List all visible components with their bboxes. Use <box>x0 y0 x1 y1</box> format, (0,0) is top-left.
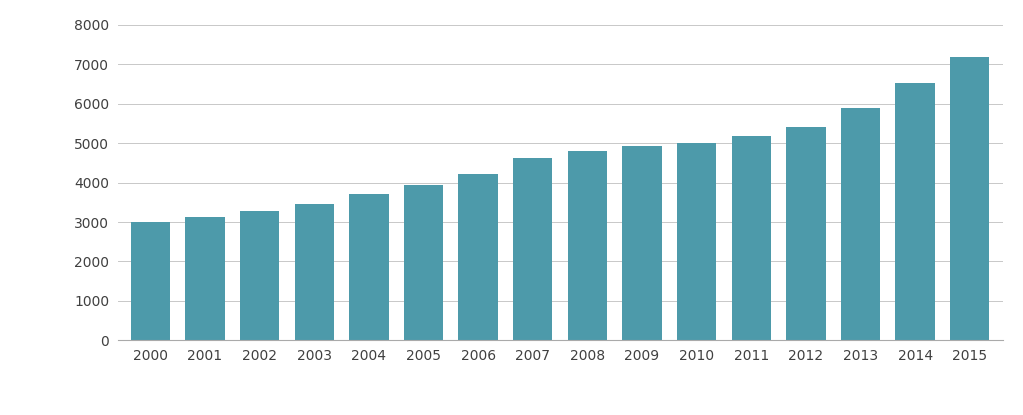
Bar <box>131 222 170 340</box>
Bar <box>677 143 716 340</box>
Bar <box>731 137 771 340</box>
Bar <box>404 185 443 340</box>
Bar <box>295 204 333 340</box>
Bar <box>514 158 552 340</box>
Bar <box>841 108 880 340</box>
Bar <box>622 146 662 340</box>
Bar <box>458 173 498 340</box>
Bar <box>349 194 389 340</box>
Bar <box>185 217 225 340</box>
Bar <box>240 211 279 340</box>
Bar <box>950 57 989 340</box>
Bar <box>568 151 607 340</box>
Bar <box>895 83 935 340</box>
Bar <box>787 127 826 340</box>
